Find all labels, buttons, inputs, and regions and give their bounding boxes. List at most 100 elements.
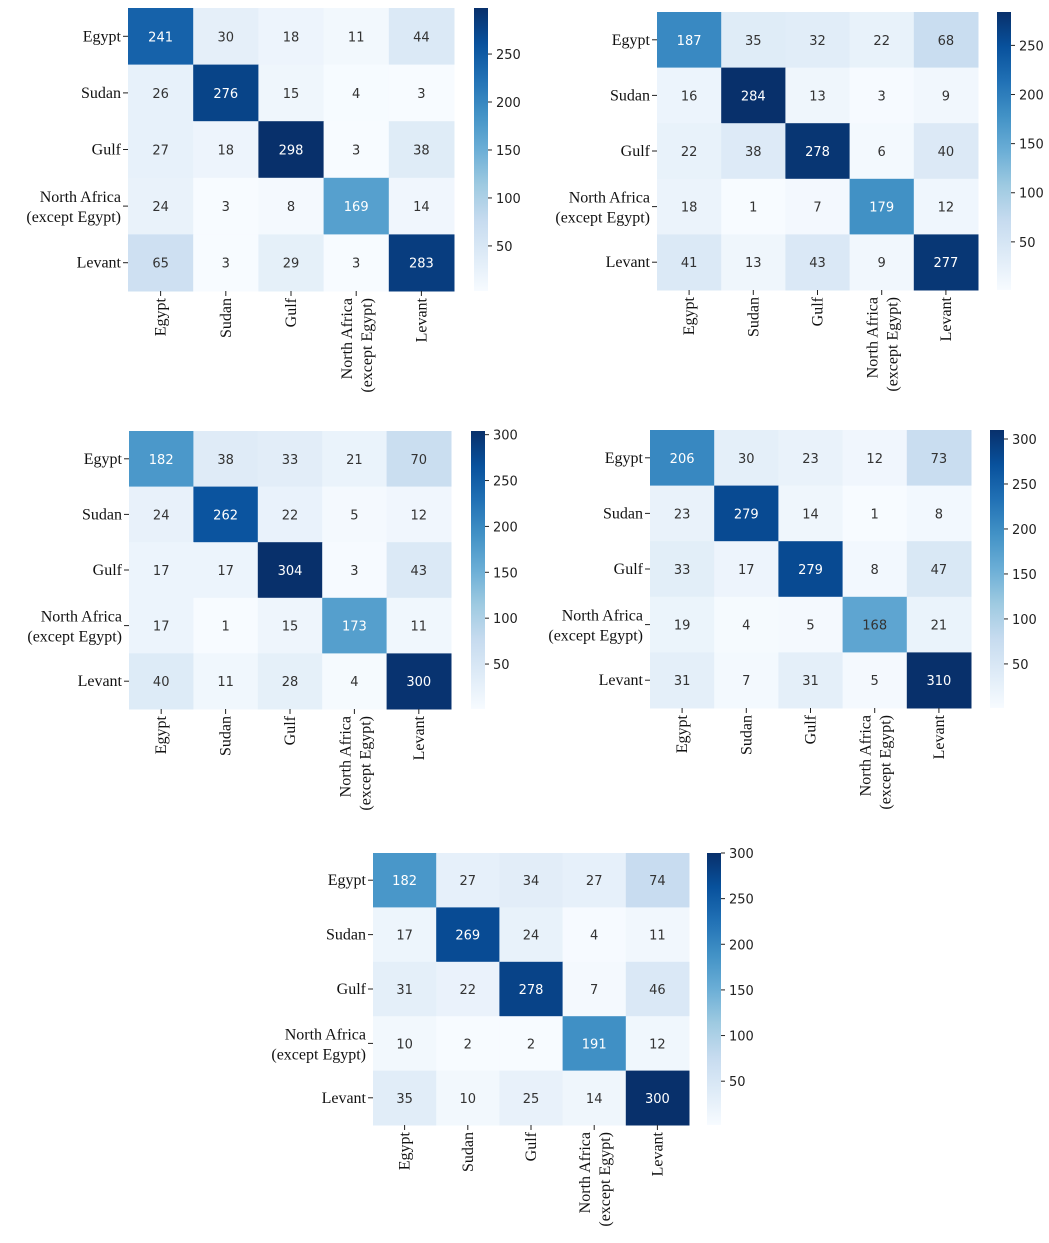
colorbar-tick-label: 250 bbox=[1012, 478, 1037, 493]
heatmap-cell bbox=[128, 64, 194, 122]
colorbar-tick-label: 200 bbox=[1012, 523, 1037, 538]
cell-value-label: 33 bbox=[674, 563, 691, 578]
cell-value-label: 18 bbox=[283, 30, 300, 45]
cell-value-label: 46 bbox=[649, 983, 666, 998]
cell-value-label: 38 bbox=[745, 145, 762, 160]
heatmap-cell bbox=[258, 234, 325, 292]
heatmap-cell bbox=[129, 653, 194, 710]
colorbar bbox=[990, 430, 1004, 708]
colorbar-tick-label: 300 bbox=[493, 429, 518, 444]
colorbar-tick-label: 150 bbox=[1012, 568, 1037, 583]
heatmap-cell bbox=[849, 234, 915, 291]
cell-value-label: 241 bbox=[148, 30, 173, 45]
heatmap-cell bbox=[778, 541, 844, 598]
heatmap-cell bbox=[721, 67, 786, 124]
cell-value-label: 17 bbox=[153, 564, 170, 579]
cell-value-label: 30 bbox=[218, 30, 235, 45]
cell-value-label: 35 bbox=[745, 34, 762, 49]
cell-value-label: 65 bbox=[152, 257, 169, 272]
x-tick-label: North Africa (except Egypt) bbox=[577, 1132, 614, 1227]
heatmap-cell bbox=[625, 961, 690, 1017]
heatmap-cell bbox=[129, 597, 194, 654]
cell-value-label: 12 bbox=[411, 508, 428, 523]
heatmap-cell bbox=[785, 67, 851, 124]
cell-value-label: 12 bbox=[866, 452, 883, 467]
heatmap-cell bbox=[499, 1070, 564, 1126]
cell-value-label: 22 bbox=[460, 983, 477, 998]
heatmap-cell bbox=[499, 961, 564, 1017]
cell-value-label: 21 bbox=[931, 619, 948, 634]
heatmap-cell bbox=[625, 1016, 690, 1072]
heatmap-cell bbox=[913, 123, 979, 180]
heatmap-cell bbox=[657, 178, 722, 235]
colorbar-tick-label: 200 bbox=[496, 96, 521, 111]
cell-value-label: 10 bbox=[460, 1092, 477, 1107]
cell-value-label: 4 bbox=[350, 675, 358, 690]
heatmap-cell bbox=[657, 234, 722, 291]
heatmap-cell bbox=[849, 67, 915, 124]
heatmap-cell bbox=[657, 67, 722, 124]
heatmap-cell bbox=[436, 961, 500, 1017]
cell-value-label: 2 bbox=[527, 1037, 535, 1052]
cell-value-label: 38 bbox=[217, 453, 234, 468]
heatmap-cell bbox=[128, 8, 194, 66]
heatmap-cell bbox=[657, 12, 722, 69]
colorbar-tick-label: 200 bbox=[729, 938, 754, 953]
heatmap-cell bbox=[129, 542, 194, 599]
x-tick-label: Levant bbox=[413, 297, 430, 342]
heatmap-cell bbox=[323, 121, 390, 179]
y-tick-label: Gulf bbox=[621, 143, 651, 160]
y-tick-label: Gulf bbox=[337, 981, 367, 998]
colorbar-tick-label: 100 bbox=[1019, 187, 1044, 202]
heatmap-cell bbox=[562, 1016, 627, 1072]
cell-value-label: 44 bbox=[413, 30, 430, 45]
heatmap-cell bbox=[193, 64, 259, 122]
heatmap-cell bbox=[193, 486, 259, 543]
x-tick-label: Gulf bbox=[283, 297, 300, 327]
cell-value-label: 31 bbox=[396, 983, 413, 998]
heatmap-cell bbox=[721, 123, 786, 180]
cell-value-label: 169 bbox=[344, 200, 369, 215]
y-tick-label: Levant bbox=[78, 673, 123, 690]
cell-value-label: 187 bbox=[677, 34, 702, 49]
colorbar-tick-label: 100 bbox=[1012, 613, 1037, 628]
cell-value-label: 32 bbox=[809, 34, 826, 49]
cell-value-label: 43 bbox=[809, 256, 826, 271]
cell-value-label: 40 bbox=[938, 145, 955, 160]
cell-value-label: 13 bbox=[809, 89, 826, 104]
heatmap-cell bbox=[499, 907, 564, 963]
cell-value-label: 22 bbox=[873, 34, 890, 49]
cell-value-label: 8 bbox=[287, 200, 295, 215]
heatmap-cell bbox=[714, 596, 779, 653]
y-tick-label: North Africa (except Egypt) bbox=[555, 190, 650, 227]
heatmap-cell bbox=[913, 67, 979, 124]
y-tick-label: North Africa (except Egypt) bbox=[26, 189, 121, 226]
heatmap-cell bbox=[323, 64, 390, 122]
x-tick-label: North Africa (except Egypt) bbox=[865, 297, 902, 392]
cell-value-label: 16 bbox=[681, 89, 698, 104]
cell-value-label: 27 bbox=[460, 874, 477, 889]
y-tick-label: Levant bbox=[606, 254, 651, 271]
heatmap-cell bbox=[386, 431, 452, 488]
heatmap-panel-3: 182 38 33 21 70 24 262 22 5 12 17 17 304 3 43 17 1 15 173 1… bbox=[27, 429, 517, 811]
heatmap-cell bbox=[193, 597, 259, 654]
heatmap-cell bbox=[193, 8, 259, 66]
colorbar-tick-label: 100 bbox=[493, 612, 518, 627]
heatmap-cell bbox=[842, 485, 908, 542]
heatmap-cell bbox=[373, 1016, 437, 1072]
cell-value-label: 279 bbox=[734, 507, 759, 522]
heatmap-cell bbox=[650, 430, 715, 487]
heatmap-cell bbox=[650, 596, 715, 653]
heatmap-cell bbox=[842, 541, 908, 598]
heatmap-cell bbox=[128, 177, 194, 235]
cell-value-label: 9 bbox=[942, 89, 950, 104]
cell-value-label: 47 bbox=[931, 563, 948, 578]
cell-value-label: 26 bbox=[152, 87, 169, 102]
cell-value-label: 17 bbox=[153, 620, 170, 635]
heatmap-cell bbox=[849, 123, 915, 180]
cell-value-label: 1 bbox=[871, 507, 879, 522]
x-tick-label: Sudan bbox=[218, 298, 235, 338]
colorbar-tick-label: 200 bbox=[493, 520, 518, 535]
